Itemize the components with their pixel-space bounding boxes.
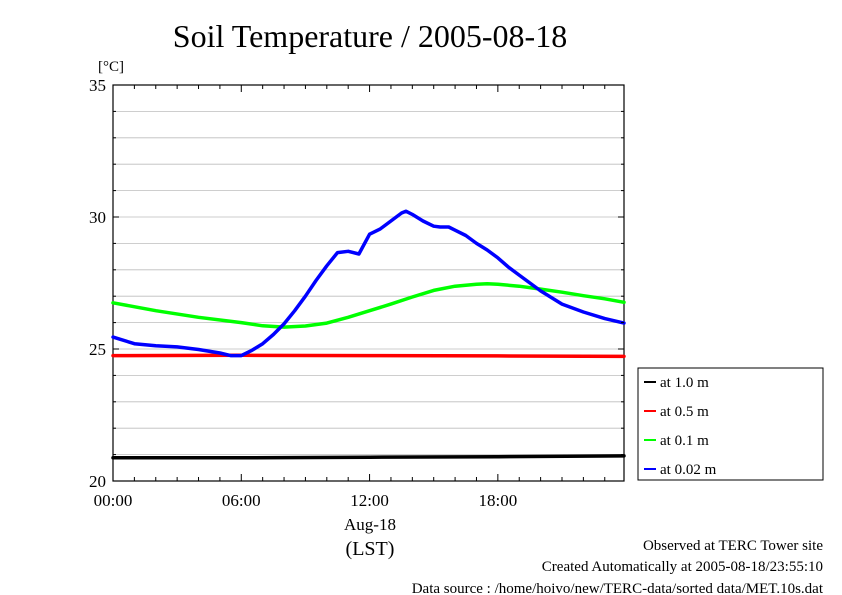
x-tick-label: 06:00 xyxy=(222,491,261,510)
x-tick-label: 00:00 xyxy=(94,491,133,510)
legend-label: at 0.02 m xyxy=(660,462,717,478)
series-line-1 xyxy=(111,353,626,359)
y-axis: 20 25 30 35 xyxy=(89,76,624,491)
series-line-0 xyxy=(111,454,626,460)
x-axis: 00:00 06:00 12:00 18:00 xyxy=(94,85,606,510)
x-tick-label: 12:00 xyxy=(350,491,389,510)
series-line-3 xyxy=(111,209,626,358)
y-tick-label: 25 xyxy=(89,340,106,359)
y-axis-unit: [°C] xyxy=(98,59,124,75)
plot-area-frame xyxy=(112,84,625,482)
legend-label: at 0.5 m xyxy=(660,404,709,420)
legend-label: at 0.1 m xyxy=(660,433,709,449)
series-line-2 xyxy=(111,282,626,329)
footer-created-timestamp: Created Automatically at 2005-08-18/23:5… xyxy=(542,559,823,575)
y-tick-label: 35 xyxy=(89,76,106,95)
x-axis-timezone-label: (LST) xyxy=(346,538,395,560)
y-tick-label: 20 xyxy=(89,472,106,491)
legend-label: at 1.0 m xyxy=(660,375,709,391)
legend-box xyxy=(637,367,824,481)
x-axis-date-label: Aug-18 xyxy=(344,515,396,534)
footer-observed-site: Observed at TERC Tower site xyxy=(643,538,823,554)
x-tick-label: 18:00 xyxy=(478,491,517,510)
legend: at 1.0 m at 0.5 m at 0.1 m at 0.02 m xyxy=(637,367,824,481)
y-tick-label: 30 xyxy=(89,208,106,227)
data-series xyxy=(111,209,626,460)
grid-lines xyxy=(113,111,624,456)
chart-title: Soil Temperature / 2005-08-18 xyxy=(173,18,567,54)
footer-data-source: Data source : /home/hoivo/new/TERC-data/… xyxy=(412,581,824,595)
